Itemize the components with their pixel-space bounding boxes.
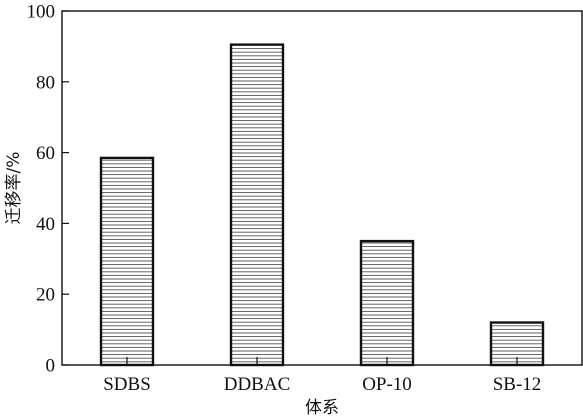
x-axis: SDBS DDBAC OP-10 SB-12 [103,357,541,395]
y-tick-label: 100 [27,2,56,23]
x-axis-title: 体系 [305,398,339,418]
y-tick-label: 40 [36,214,55,235]
y-tick-label: 0 [46,356,56,377]
x-tick-label: OP-10 [362,374,412,395]
x-tick-label: SDBS [103,374,151,395]
y-tick-label: 20 [36,285,55,306]
y-axis: 0 20 40 60 80 100 [27,2,69,377]
plot-frame [61,10,583,366]
y-axis-title: 迁移率/% [4,152,24,225]
y-tick-label: 80 [36,72,55,93]
x-tick-label: SB-12 [493,374,542,395]
y-tick-label: 60 [36,143,55,164]
bar-op-10 [359,239,415,367]
bars [99,43,545,367]
bar-ddbac [229,43,285,367]
x-tick-label: DDBAC [224,374,291,395]
bar-sdbs [99,156,155,367]
